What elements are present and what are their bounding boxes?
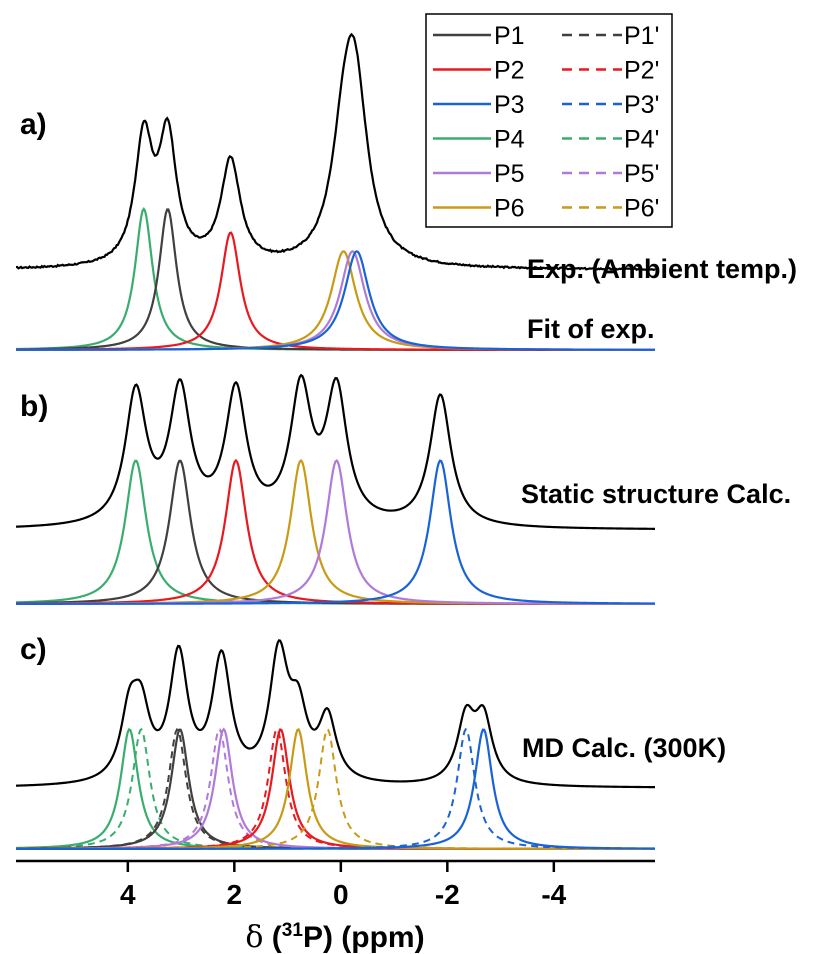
legend-rows: P1 P1' P2 P2' P3 P3' P4 P4' P5 P5' P6 P6' [433,22,659,223]
panel-a-sum-spectrum [15,32,656,272]
panel-a-annotation-exp: Exp. (Ambient temp.) [527,254,797,284]
x-tick-label: 2 [227,879,243,910]
panel-b-curves [15,373,656,606]
legend-label-p6-prime: P6' [624,195,659,223]
x-axis-title-unit: ) (ppm) [323,921,425,954]
panel-a-component-p3 [16,250,655,351]
legend-label-p2: P2 [494,57,525,85]
legend-label-p3: P3 [494,91,525,119]
panel-c-annotation: MD Calc. (300K) [522,733,726,763]
legend: P1 P1' P2 P2' P3 P3' P4 P4' P5 P5' P6 P6' [425,13,673,228]
panel-b-sum-spectrum [15,373,656,530]
legend-label-p4-prime: P4' [624,126,659,154]
panel-a-curves [15,32,656,352]
panel-c-curves [15,639,656,851]
legend-label-p1-prime: P1' [624,22,659,50]
legend-label-p4: P4 [494,126,525,154]
legend-label-p6: P6 [494,195,525,223]
legend-label-p5-prime: P5' [624,160,659,188]
x-tick-label: 0 [333,879,349,910]
x-axis-title-delta: δ [245,920,263,954]
legend-frame [425,13,673,228]
panel-a: a) Exp. (Ambient temp.) Fit of exp. [15,32,797,352]
x-axis-title: δ (31P) (ppm) [245,920,424,954]
x-tick-label: -2 [435,879,460,910]
panel-a-label: a) [20,108,47,141]
panel-a-annotation-fit: Fit of exp. [527,314,655,344]
panel-c-label: c) [20,633,47,666]
panel-b-label: b) [20,390,48,423]
panel-b-component-p3 [16,459,655,605]
x-axis: 4 2 0 -2 -4 δ (31P) (ppm) [16,859,655,954]
x-axis-title-open: ( [263,921,281,954]
legend-label-p3-prime: P3' [624,91,659,119]
legend-label-p1: P1 [494,22,525,50]
x-ticks: 4 2 0 -2 -4 [120,861,567,910]
panel-b: b) Static structure Calc. [15,373,791,606]
panel-c: c) MD Calc. (300K) [15,633,726,851]
panel-c-sum-spectrum [15,639,656,789]
panel-c-component-p3-prime [16,727,655,850]
panel-b-annotation: Static structure Calc. [521,479,791,509]
legend-label-p2-prime: P2' [624,57,659,85]
x-axis-title-nucleus: P [303,921,323,954]
x-axis-title-isotope: 31 [282,920,304,941]
x-tick-label: 4 [120,879,136,910]
panel-c-component-p3 [16,728,656,851]
legend-label-p5: P5 [494,160,525,188]
x-tick-label: -4 [541,879,566,910]
panel-c-component-p6-prime [16,728,655,850]
